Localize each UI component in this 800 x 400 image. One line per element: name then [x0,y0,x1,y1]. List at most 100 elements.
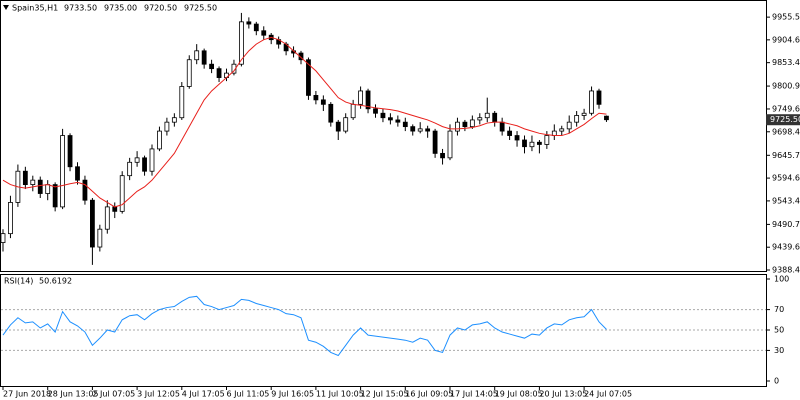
candle-body [60,135,65,208]
candle-body [298,52,304,61]
candle-body [417,128,423,132]
header-price: 9725.50 [184,4,217,13]
candle-body [343,117,349,132]
candle-body [559,128,565,132]
candle-body [477,117,483,121]
candle-body [469,119,475,128]
y-tick-label: 9800.95 [772,82,800,91]
candle-body [313,95,319,101]
x-tick-label: 9 Jul 16:05 [271,390,314,399]
candle-body [410,126,416,132]
candle-body [574,115,580,123]
y-tick-label: 9388.45 [772,266,800,275]
candle-body [425,128,431,132]
candle-body [142,157,147,172]
candle-body [37,179,43,194]
candle-body [186,59,192,87]
y-tick-label: 9594.60 [772,174,800,183]
candle-body [492,112,498,123]
header-price: 9733.50 [64,4,97,13]
candle-body [45,184,51,194]
candle-body [164,121,170,132]
candle-body [537,141,542,145]
last-price-box [766,114,800,126]
candle-body [507,130,513,136]
candle-body [246,21,252,25]
x-tick-label: 24 Jul 07:05 [584,390,632,399]
candle-body [104,206,110,230]
candle-body [209,63,215,70]
candle-body [306,59,311,96]
candle-body [402,121,408,128]
y-tick-label: 9955.55 [772,13,800,22]
candle-body [551,130,557,136]
x-tick-label: 27 Jun 2018 [3,390,51,399]
x-tick-label: 6 Jul 11:05 [227,390,270,399]
y-tick-label: 9543.45 [772,196,800,205]
x-tick-label: 20 Jul 13:05 [539,390,587,399]
y-tick-label: 9645.70 [772,151,800,160]
candle-body [566,121,572,130]
candle-body [90,199,95,248]
candle-body [82,179,88,201]
candle-body [589,90,594,114]
candle-body [365,90,371,110]
candle-body [157,130,162,150]
candle-body [581,112,587,116]
candle-body [30,179,36,185]
candle-body [373,108,378,114]
x-tick-label: 16 Jul 09:05 [405,390,453,399]
candle-body [8,202,13,235]
x-tick-label: 19 Jul 08:05 [495,390,543,399]
candle-body [514,135,520,141]
y-tick-label: 9853.45 [772,58,800,67]
candle-body [112,206,118,212]
candle-body [522,139,527,148]
rsi-value: 50.6192 [39,277,72,286]
candle-body [432,130,438,154]
y-tick-label: 70 [774,305,784,314]
candle-body [544,135,550,145]
candle-body [395,119,401,123]
x-tick-label: 12 Jul 15:05 [361,390,409,399]
y-tick-label: 9749.60 [772,104,800,113]
candle-body [320,99,326,105]
candle-body [171,117,177,123]
header-arrow [3,5,9,10]
candle-body [127,161,133,177]
candle-body [447,130,453,159]
header-price: 9720.50 [144,4,177,13]
y-tick-label: 9904.60 [772,35,800,44]
candle-body [179,86,185,119]
candle-body [261,30,267,36]
candle-body [440,152,445,159]
candle-body [350,103,356,119]
candle-body [462,121,468,128]
y-tick-label: 30 [774,346,784,355]
y-tick-label: 9698.45 [772,127,800,136]
candle-body [596,90,602,105]
candle-body [216,68,222,78]
candle-body [52,184,58,208]
moving-average [2,36,607,208]
candle-body [119,175,125,212]
y-tick-label: 0 [774,377,779,386]
candle-body [253,23,259,32]
x-tick-label: 28 Jun 13:05 [48,390,99,399]
candle-body [387,117,393,121]
x-tick-label: 4 Jul 17:05 [182,390,225,399]
y-tick-label: 100 [774,275,789,284]
candle-body [328,103,334,123]
y-tick-label: 9490.75 [772,220,800,229]
candle-body [499,121,505,132]
candle-body [358,90,364,105]
candle-body [97,228,103,248]
x-tick-label: 3 Jul 12:05 [137,390,180,399]
candle-body [455,121,460,132]
x-tick-label: 2 Jul 07:05 [92,390,135,399]
candle-body [238,21,244,65]
candle-body [201,50,207,65]
x-tick-label: 17 Jul 14:05 [450,390,498,399]
